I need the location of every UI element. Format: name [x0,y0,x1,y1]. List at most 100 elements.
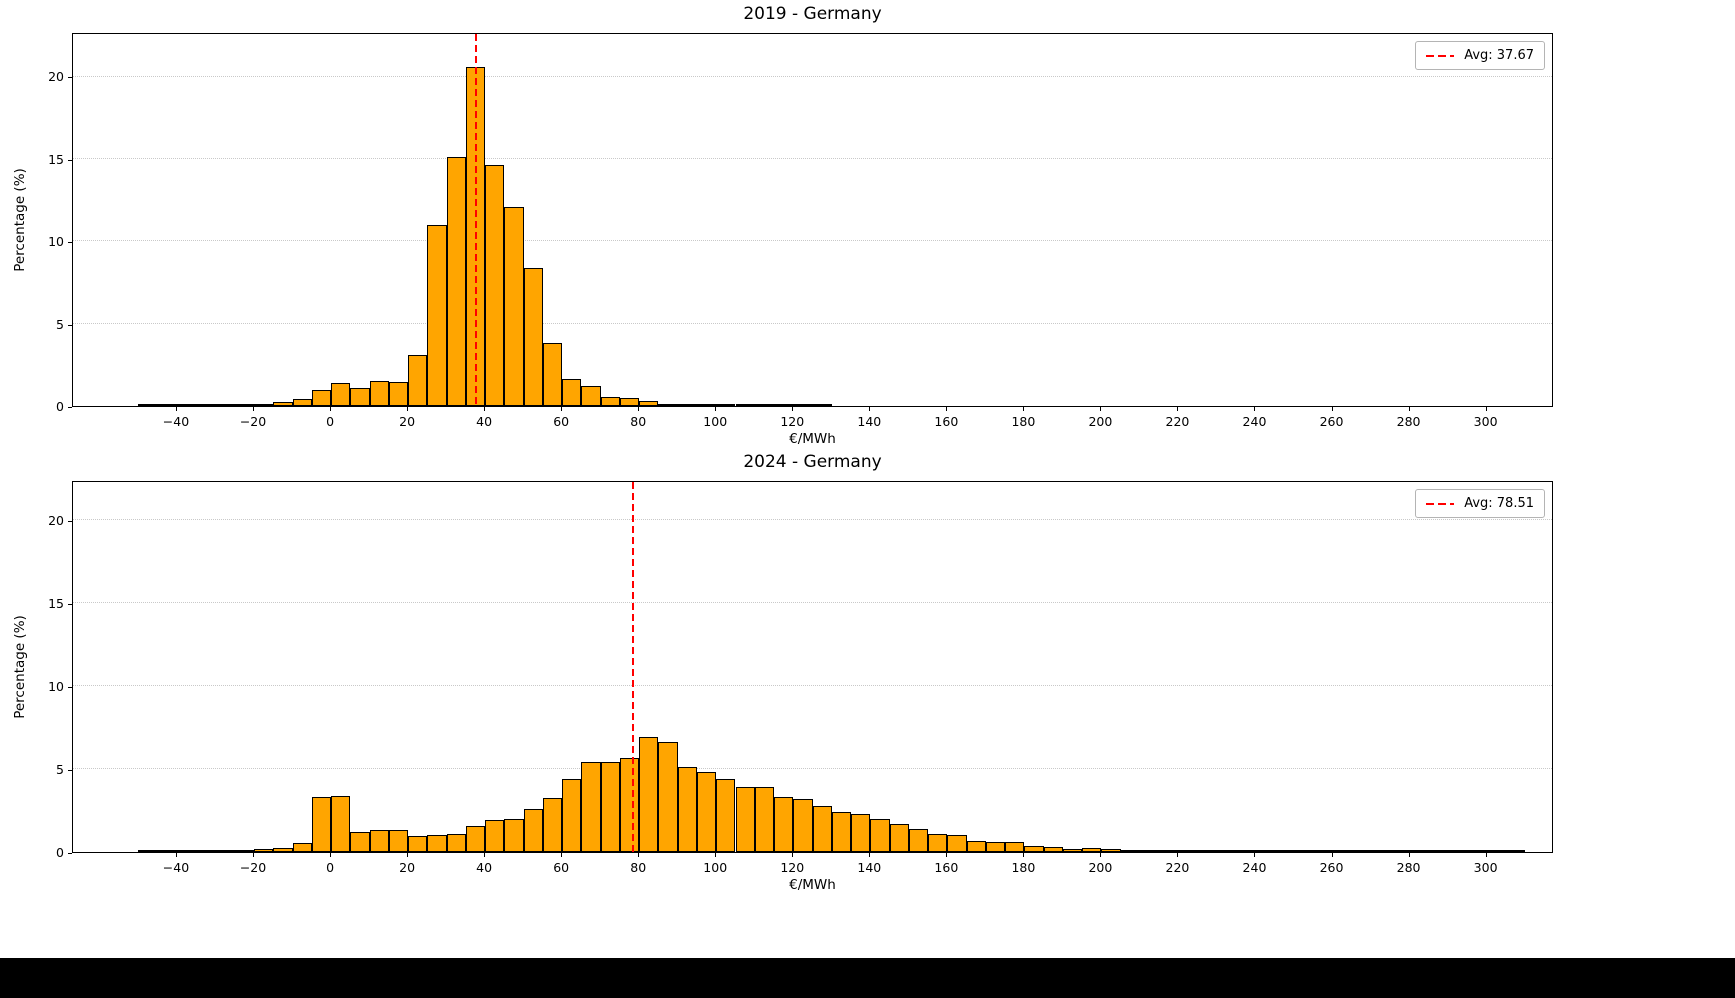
histogram-bar [176,850,197,852]
x-tick-label: 20 [399,414,416,429]
x-tick-label: 180 [1011,414,1036,429]
histogram-bar [254,848,274,852]
gridline [73,322,1552,324]
histogram-bar [388,382,409,406]
y-tick [68,769,72,771]
x-tick-label: 180 [1011,860,1036,875]
histogram-bar [369,830,389,852]
histogram-bar [735,404,755,406]
histogram-bar [639,401,659,406]
histogram-bar [812,805,832,852]
x-tick [869,407,871,411]
x-tick-label: −20 [239,860,267,875]
histogram-bar [774,797,794,852]
gridline [73,767,1552,769]
y-tick-label: 20 [48,69,64,85]
histogram-bar [966,841,986,852]
histogram-bar [1448,850,1468,852]
histogram-bar [1005,842,1025,852]
histogram-bar [600,396,620,406]
x-tick [1408,407,1410,411]
x-tick [792,407,794,411]
x-tick-label: 80 [630,860,647,875]
histogram-bar [331,382,351,406]
histogram-bar [523,808,543,852]
histogram-bar [196,850,216,852]
legend: Avg: 78.51 [1415,489,1545,518]
y-axis-label-text: Percentage (%) [12,615,29,719]
x-tick [1100,853,1102,857]
x-tick-label: −40 [162,414,190,429]
histogram-bar [754,404,774,406]
window-bottom-bar [0,958,1735,998]
x-tick-label: 300 [1473,860,1498,875]
y-tick [68,520,72,522]
histogram-bar [485,819,505,852]
x-tick [1331,407,1333,411]
gridline [73,240,1552,242]
histogram-bar [831,812,852,852]
histogram-bar [234,849,255,852]
histogram-bar [619,758,640,852]
x-tick-label: 60 [553,414,570,429]
histogram-bar [1332,850,1352,852]
histogram-bar [1351,850,1372,852]
legend: Avg: 37.67 [1415,41,1545,70]
y-tick [68,603,72,605]
histogram-bar [1505,850,1526,852]
y-tick [68,853,72,854]
x-tick-label: 40 [476,860,493,875]
x-tick [638,853,640,857]
y-tick-label: 0 [56,845,64,860]
y-tick [68,324,72,326]
x-tick-label: 200 [1088,860,1113,875]
x-tick-label: 0 [326,414,335,429]
histogram-bar [1139,850,1160,852]
x-tick [175,407,177,411]
histogram-bar [215,850,235,852]
histogram-bar [1120,849,1140,852]
histogram-bar [350,387,370,406]
x-tick-label: 220 [1165,860,1190,875]
x-tick-label: 60 [553,860,570,875]
x-tick [1023,407,1025,411]
x-tick [1408,853,1410,857]
histogram-bar [735,787,755,852]
y-tick [68,77,72,79]
histogram-bar [639,737,659,852]
histogram-bar [176,404,197,406]
y-tick [68,407,72,408]
histogram-bar [947,835,967,852]
x-tick-label: −20 [239,414,267,429]
histogram-bar [985,842,1006,852]
histogram-bar [369,381,389,406]
histogram-bar [1024,846,1044,852]
histogram-bar [581,386,601,406]
x-tick [638,407,640,411]
histogram-bar [388,830,409,852]
x-tick-label: 0 [326,860,335,875]
gridline [73,684,1552,686]
x-tick [869,853,871,857]
chart-title: 2019 - Germany [743,4,882,24]
histogram-bar [273,848,293,852]
x-tick-label: 160 [934,860,959,875]
x-tick [561,407,563,411]
legend-label: Avg: 78.51 [1464,496,1534,511]
histogram-bar [1390,850,1410,852]
histogram-bar [542,798,563,852]
avg-dashed-line-icon [1426,54,1455,57]
x-tick [1100,407,1102,411]
histogram-bar [196,404,216,406]
histogram-bar [754,787,774,852]
histogram-bar [1294,850,1314,852]
y-axis-label: Percentage (%) [8,481,32,853]
histogram-bar [311,797,332,852]
histogram-bar [311,390,332,406]
histogram-bar [427,224,447,406]
chart-title: 2024 - Germany [743,452,882,472]
x-tick [1254,853,1256,857]
plot-area: Avg: 37.67 [72,33,1553,407]
